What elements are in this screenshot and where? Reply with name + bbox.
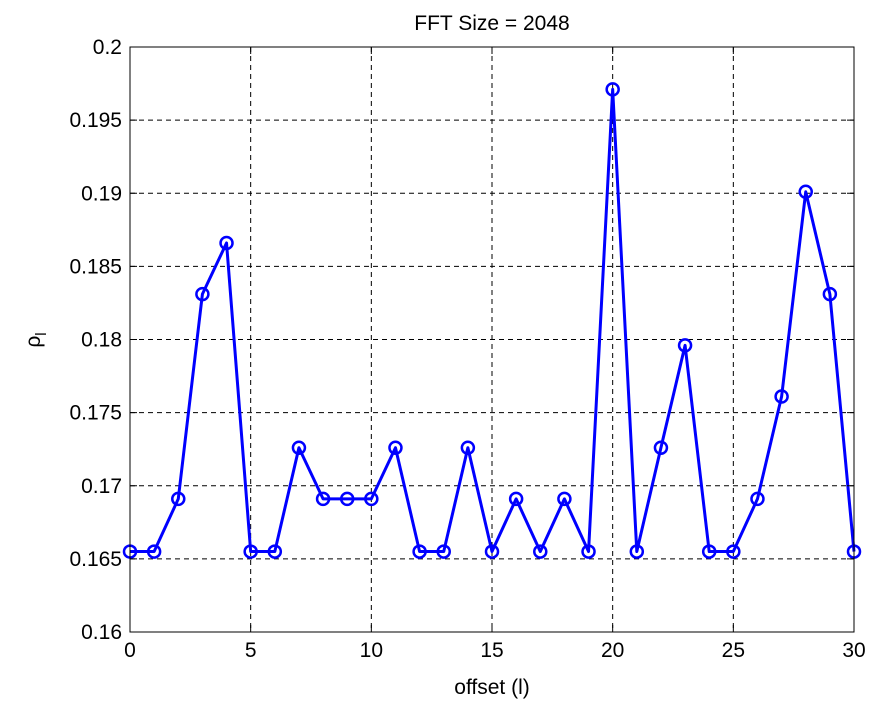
data-point-marker xyxy=(219,235,234,251)
y-axis-label: ρl xyxy=(22,332,50,347)
x-tick-label: 10 xyxy=(360,639,383,662)
ticks: 0 5 10 15 20 25 30 0.16 0.165 0.17 0.175 0.18 0.185 0… xyxy=(69,36,865,662)
data-point-marker xyxy=(364,491,379,507)
data-point-marker xyxy=(243,544,258,559)
data-point-marker xyxy=(581,544,596,559)
data-point-marker xyxy=(774,389,789,404)
data-point-marker xyxy=(508,491,524,507)
x-axis-label: offset (l) xyxy=(454,676,529,699)
data-point-marker xyxy=(822,286,838,302)
data-point-marker xyxy=(195,286,210,302)
data-point-marker xyxy=(557,491,572,507)
y-tick-label: 0.19 xyxy=(81,182,122,205)
data-point-marker xyxy=(388,440,403,455)
data-point-marker xyxy=(171,491,186,507)
y-tick-label: 0.16 xyxy=(81,621,122,644)
x-tick-label: 20 xyxy=(601,639,624,662)
data-point-marker xyxy=(412,544,427,559)
y-axis-label-symbol: ρ xyxy=(22,336,45,348)
data-point-marker xyxy=(436,544,451,559)
y-tick-label: 0.18 xyxy=(81,329,122,352)
x-tick-label: 25 xyxy=(722,639,745,662)
data-point-marker xyxy=(726,544,741,559)
x-tick-label: 15 xyxy=(480,639,503,662)
x-tick-label: 0 xyxy=(124,639,136,662)
data-point-marker xyxy=(533,544,548,559)
y-tick-label: 0.195 xyxy=(69,109,122,132)
chart-title: FFT Size = 2048 xyxy=(414,12,569,35)
data-point-marker xyxy=(653,440,669,455)
data-point-marker xyxy=(315,491,331,507)
y-tick-label: 0.175 xyxy=(69,402,122,425)
data-point-marker xyxy=(605,82,620,97)
x-tick-label: 5 xyxy=(245,639,257,662)
data-point-marker xyxy=(267,544,283,559)
y-tick-label: 0.185 xyxy=(69,255,122,278)
y-tick-label: 0.17 xyxy=(81,475,122,498)
series-line xyxy=(130,87,856,554)
series-layer xyxy=(122,82,862,559)
data-point-marker xyxy=(291,440,307,455)
y-tick-label: 0.2 xyxy=(93,36,122,59)
data-point-marker xyxy=(339,491,355,507)
data-point-marker xyxy=(146,544,162,559)
data-point-marker xyxy=(460,440,476,455)
data-point-marker xyxy=(750,491,765,507)
y-tick-label: 0.165 xyxy=(69,548,122,571)
x-tick-label: 30 xyxy=(842,639,865,662)
data-point-marker xyxy=(701,544,717,559)
data-point-marker xyxy=(798,184,813,200)
y-axis-label-subscript: l xyxy=(33,332,50,335)
data-point-marker xyxy=(484,544,500,559)
grid xyxy=(130,47,854,632)
data-point-marker xyxy=(677,338,693,353)
data-point-marker xyxy=(629,544,645,559)
